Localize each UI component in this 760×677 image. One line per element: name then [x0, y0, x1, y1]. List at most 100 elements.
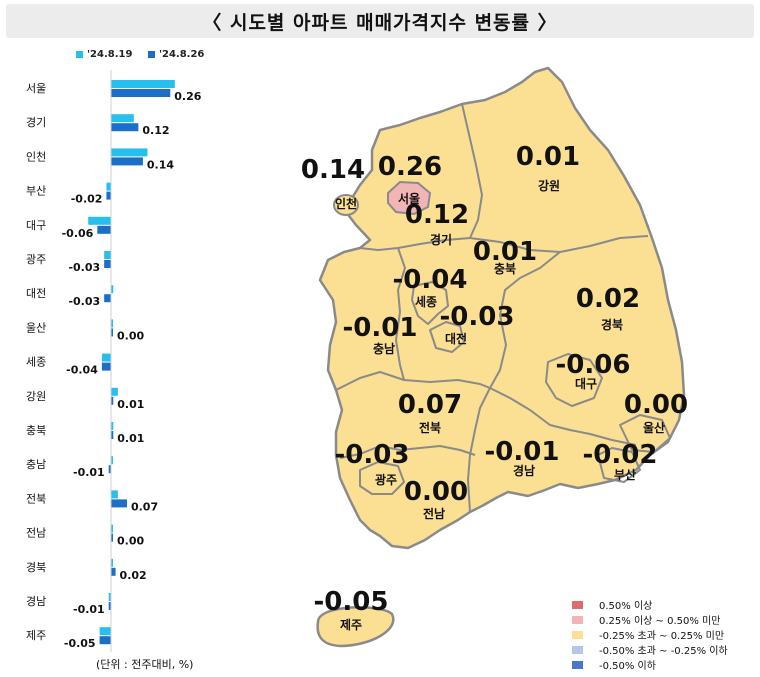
data-label: 0.01	[117, 398, 144, 411]
legend-swatch-series-2	[147, 50, 155, 58]
category-label: 강원	[26, 390, 46, 403]
category-label: 충남	[26, 458, 46, 471]
bar-series-2	[111, 157, 143, 166]
map-region-label-16: 전남	[423, 506, 445, 521]
data-label: -0.05	[64, 637, 96, 650]
bar-series-2	[101, 362, 111, 371]
legend-label-series-1: '24.8.19	[87, 49, 133, 60]
bar-series-1	[111, 114, 134, 123]
bar-series-2	[104, 294, 111, 303]
map-value-5: 0.01	[473, 237, 537, 267]
border-gyeonggi-gangwon	[461, 103, 483, 239]
bar-series-2	[99, 636, 111, 645]
legend-swatch-series-1	[76, 50, 83, 58]
bar-series-2	[111, 431, 114, 439]
bar-series-2	[104, 260, 111, 268]
map-region-label-14: 경남	[513, 463, 535, 478]
map-value-8: -0.01	[343, 313, 418, 343]
map-value-3: 0.14	[301, 155, 365, 185]
category-label: 세종	[26, 356, 46, 369]
data-label: 0.14	[147, 158, 174, 171]
border-jeonbuk-gyeongnam	[467, 387, 491, 513]
bar-series-2	[108, 602, 111, 610]
map-region-label-2: 경기	[430, 232, 452, 247]
map-value-10: -0.06	[556, 350, 631, 380]
map-value-9: 0.02	[576, 284, 640, 314]
data-label: 0.01	[117, 432, 144, 445]
map-region-label-9: 경북	[601, 318, 623, 332]
border-ulsan	[619, 414, 671, 453]
border-chungbuk-gyeongbuk	[489, 251, 561, 389]
border-daegu	[545, 353, 603, 407]
map-region-label-11: 울산	[643, 420, 665, 435]
map-legend-item: -0.25% 초과 ~ 0.25% 미만	[572, 627, 728, 642]
map-legend-swatch	[572, 660, 583, 669]
bar-series-1	[111, 319, 113, 328]
map-region-label-3: 인천	[335, 196, 357, 211]
seoul-region	[387, 180, 432, 216]
map-legend-item: 0.25% 이상 ~ 0.50% 미만	[572, 612, 728, 627]
data-label: 0.12	[142, 124, 169, 137]
data-label: 0.00	[117, 535, 144, 548]
bar-series-2	[111, 533, 113, 542]
category-label: 부산	[26, 185, 46, 198]
bar-series-2	[111, 499, 127, 508]
bar-series-1	[111, 456, 113, 465]
map-value-4: 0.01	[516, 142, 580, 172]
bar-series-2	[111, 396, 114, 405]
map-region-label-7: 대전	[445, 331, 467, 346]
map-legend-item: -0.50% 초과 ~ -0.25% 이하	[572, 642, 728, 657]
data-label: 0.07	[131, 500, 158, 513]
map-region-label-15: 부산	[614, 467, 636, 482]
data-label: -0.03	[68, 261, 100, 274]
map-value-2: 0.12	[405, 200, 469, 230]
category-label: 전남	[26, 527, 46, 540]
map-legend-item: -0.50% 이하	[572, 657, 728, 672]
map-legend-label: -0.50% 이하	[599, 661, 656, 672]
map-value-13: -0.03	[335, 440, 410, 470]
map-region-label-12: 전북	[419, 420, 441, 435]
legend-item-series-2: '24.8.26	[147, 49, 204, 60]
bar-series-2	[111, 328, 113, 337]
border-daejeon	[429, 321, 465, 353]
category-label: 광주	[26, 253, 46, 266]
category-label: 경남	[26, 595, 46, 608]
map-region-label-13: 광주	[375, 472, 397, 487]
map-value-16: 0.00	[404, 477, 468, 507]
border-jeonbuk-jeonnam	[339, 445, 476, 459]
data-label: -0.02	[71, 193, 103, 206]
map-legend-swatch	[572, 615, 583, 624]
bar-series-1	[111, 558, 113, 567]
title-bar: 〈 시도별 아파트 매매가격지수 변동률 〉	[6, 4, 754, 38]
data-label: 0.00	[117, 329, 144, 342]
bar-series-1	[106, 182, 111, 191]
category-label: 울산	[26, 321, 46, 334]
bar-series-1	[88, 216, 111, 225]
incheon-islands	[333, 194, 359, 216]
map-value-12: 0.07	[398, 390, 462, 420]
bar-series-1	[111, 148, 148, 157]
map-legend-swatch	[572, 630, 583, 639]
bar-series-1	[111, 490, 118, 499]
border-busan	[597, 447, 641, 483]
bar-series-1	[99, 627, 111, 636]
jeju-outline	[316, 606, 395, 648]
bar-series-1	[111, 80, 175, 88]
map-legend: 0.50% 이상 0.25% 이상 ~ 0.50% 미만 -0.25% 초과 ~…	[572, 597, 728, 672]
map-legend-swatch	[572, 600, 583, 609]
data-label: -0.01	[73, 466, 105, 479]
bar-series-1	[101, 353, 111, 362]
bar-series-1	[111, 422, 114, 430]
legend-item-series-1: '24.8.19	[76, 49, 132, 60]
map-region-label-5: 충북	[494, 261, 516, 276]
map-value-1: 0.26	[378, 152, 442, 182]
category-label: 경기	[26, 116, 46, 129]
bar-series-1	[111, 387, 118, 396]
map-value-11: 0.00	[624, 390, 688, 420]
map-legend-label: -0.50% 초과 ~ -0.25% 이하	[599, 646, 728, 657]
data-label: 0.02	[120, 569, 147, 582]
map-legend-label: 0.25% 이상 ~ 0.50% 미만	[599, 616, 721, 627]
map-region-label-8: 충남	[373, 341, 395, 356]
